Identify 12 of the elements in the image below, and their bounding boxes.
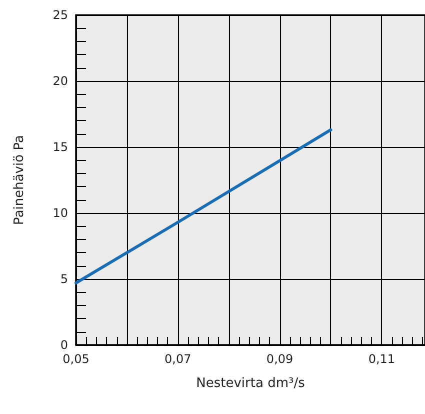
y-tick-label: 5 [60, 272, 68, 286]
y-tick-label: 0 [60, 338, 68, 352]
y-tick-label: 15 [52, 140, 68, 154]
y-tick-label: 25 [52, 8, 68, 22]
x-tick-label: 0,11 [368, 352, 396, 366]
x-tick-label: 0,09 [266, 352, 294, 366]
x-tick-label: 0,07 [164, 352, 192, 366]
y-axis-title: Painehäviö Pa [12, 135, 27, 225]
x-axis-title: Nestevirta dm³/s [196, 376, 306, 391]
x-tick-label: 0,05 [62, 352, 90, 366]
y-tick-label: 20 [52, 74, 68, 88]
y-tick-label: 10 [52, 206, 68, 220]
